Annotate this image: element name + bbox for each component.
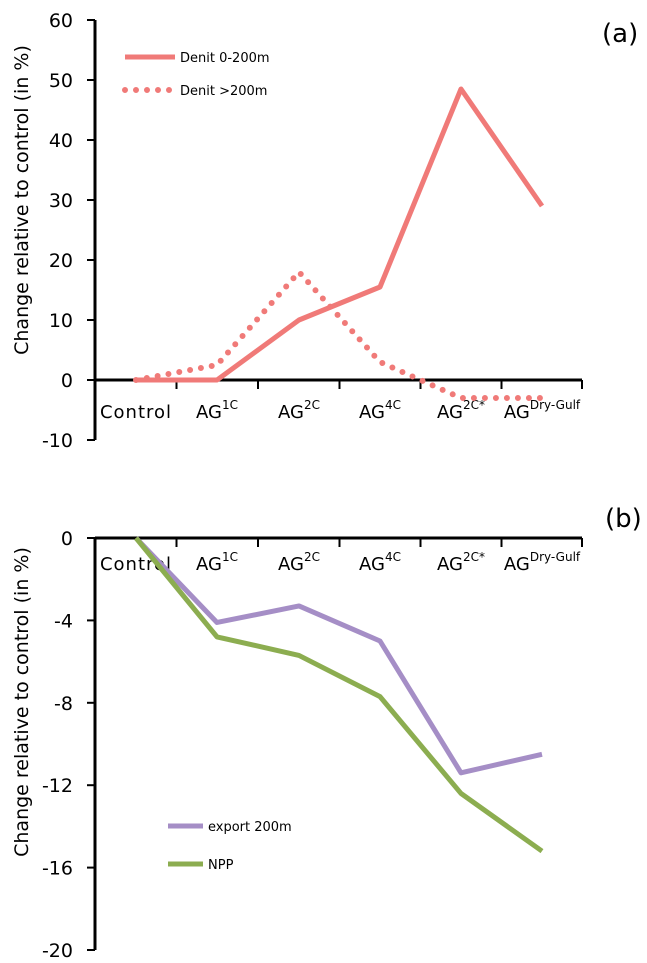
a-y-tick-label: -10 [42,430,73,452]
a-series-line-2 [133,269,545,401]
b-y-tick-label: -4 [54,610,73,632]
panel-b-y-axis-label: Change relative to control (in %) [11,547,33,857]
b-y-tick-label: -20 [42,940,73,962]
a-y-tick-label: 10 [49,310,73,332]
panel-b: (b) Change relative to control (in %) -2… [11,504,642,962]
panel-b-series [134,536,544,854]
a-x-tick-label: AG2C [278,398,320,423]
panel-a-axes: -10 0 10 20 30 40 50 60 Control AG1C AG2C AG4C AG2C*… [42,10,583,452]
b-y-tick-label: -8 [54,693,73,715]
a-legend-label: Denit 0-200m [180,51,270,66]
panel-a: (a) Change relative to control (in %) -1… [11,10,638,452]
a-x-tick-label: AG4C [359,398,401,423]
a-x-tick-label: AGDry-Gulf [504,398,581,423]
a-y-tick-label: 40 [49,130,73,152]
b-series-line-2 [134,536,544,854]
a-y-tick-label: 20 [49,250,73,272]
panel-b-label: (b) [605,504,642,534]
a-y-tick-label: 0 [61,370,73,392]
b-x-tick-label: AG2C* [437,550,485,575]
panel-a-y-axis-label: Change relative to control (in %) [11,45,33,355]
b-x-tick-label: AG2C [278,550,320,575]
b-legend-label: NPP [208,858,234,873]
panel-a-series [133,86,545,401]
panel-a-legend: Denit 0-200m Denit >200m [122,51,270,99]
a-x-tick-label: AG1C [196,398,238,423]
a-y-tick-label: 50 [49,70,73,92]
a-x-tick-label: AG2C* [437,398,485,423]
a-y-tick-label: 60 [49,10,73,32]
b-y-tick-label: 0 [61,528,73,550]
b-x-tick-label: AGDry-Gulf [504,550,581,575]
b-legend-label: export 200m [208,820,292,835]
b-y-tick-label: -12 [42,775,73,797]
b-y-tick-label: -16 [42,858,73,880]
a-y-tick-label: 30 [49,190,73,212]
a-series-line-1 [136,86,545,383]
b-series-line-1 [134,536,543,776]
b-x-tick-label: AG1C [196,550,238,575]
b-x-tick-label: AG4C [359,550,401,575]
a-x-tick-label: Control [100,402,172,423]
panel-b-legend: export 200m NPP [168,820,292,873]
panel-a-label: (a) [602,19,638,49]
a-legend-label: Denit >200m [180,84,267,99]
